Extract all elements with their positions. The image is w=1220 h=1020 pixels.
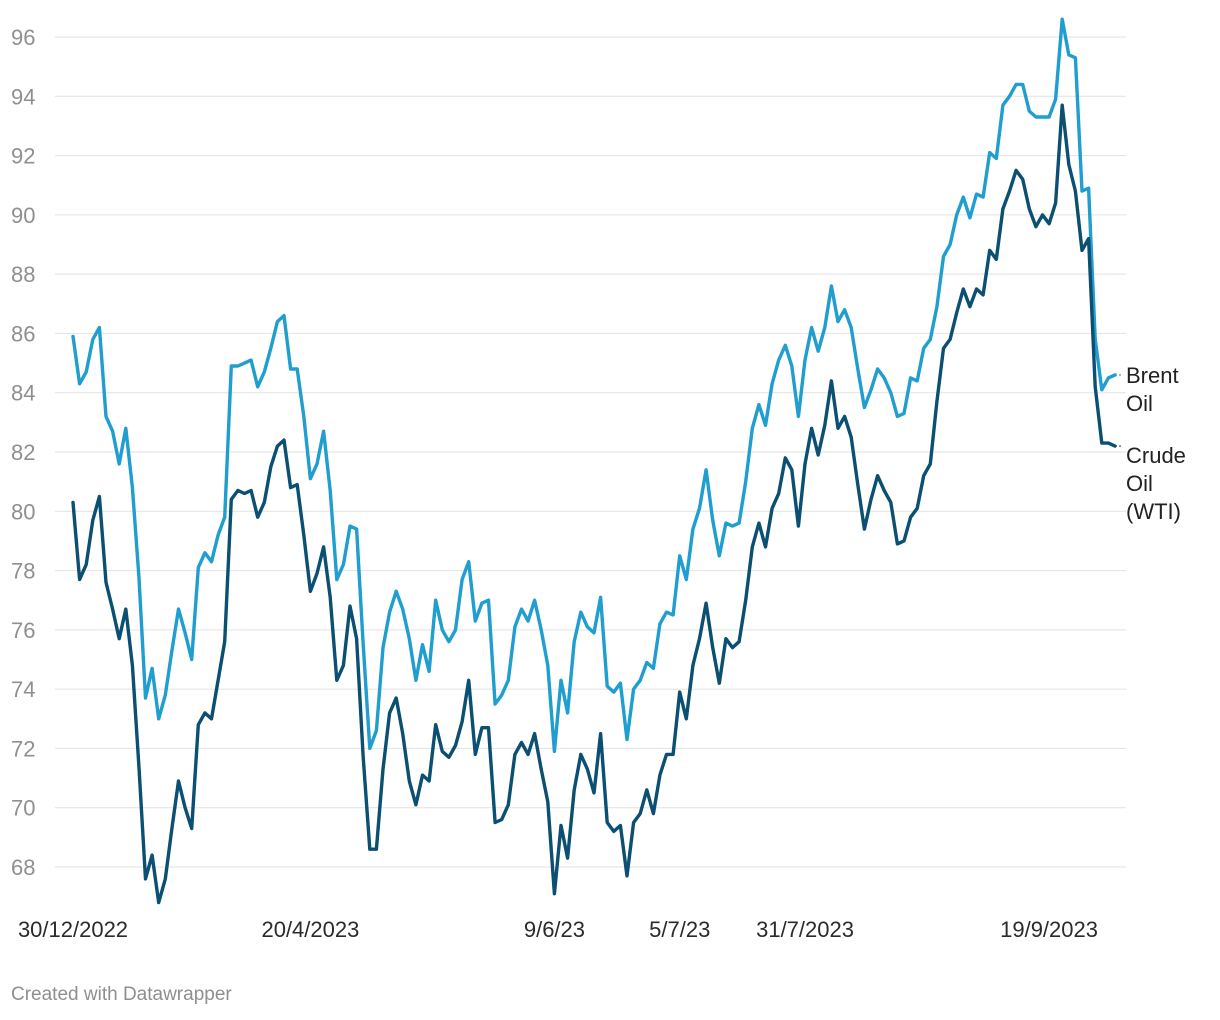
series-line-1	[71, 103, 1117, 905]
y-tick-label: 70	[11, 796, 35, 821]
series-label-line: Oil	[1126, 471, 1153, 496]
y-tick-label: 80	[11, 499, 35, 524]
y-tick-label: 96	[11, 25, 35, 50]
gridlines	[55, 36, 1126, 868]
y-tick-label: 92	[11, 144, 35, 169]
x-tick-label: 19/9/2023	[1000, 917, 1098, 942]
y-axis-ticks: 68 70 72 74 76 78 80 82 84 86 88 90 92 94 96	[11, 25, 35, 880]
series-lines	[71, 17, 1117, 905]
x-tick-label: 30/12/2022	[18, 917, 128, 942]
y-tick-label: 94	[11, 84, 35, 109]
x-axis-ticks: 30/12/2022 20/4/2023 9/6/23 5/7/23 31/7/2023…	[18, 917, 1098, 942]
y-tick-label: 68	[11, 855, 35, 880]
x-tick-label: 9/6/23	[524, 917, 585, 942]
series-line-0	[71, 17, 1117, 754]
y-tick-label: 88	[11, 262, 35, 287]
y-tick-label: 76	[11, 618, 35, 643]
series-label-line: Oil	[1126, 391, 1153, 416]
x-tick-label: 31/7/2023	[756, 917, 854, 942]
y-tick-label: 78	[11, 559, 35, 584]
series-label-line: Crude	[1126, 443, 1186, 468]
x-tick-label: 20/4/2023	[261, 917, 359, 942]
series-label-line: Brent	[1126, 363, 1179, 388]
y-tick-label: 84	[11, 381, 35, 406]
credit-text: Created with Datawrapper	[11, 984, 232, 1005]
series-label-line: (WTI)	[1126, 499, 1181, 524]
series-end-labels: Brent Oil Crude Oil (WTI)	[1115, 363, 1186, 524]
y-tick-label: 74	[11, 677, 35, 702]
y-tick-label: 82	[11, 440, 35, 465]
y-tick-label: 90	[11, 203, 35, 228]
y-tick-label: 72	[11, 736, 35, 761]
x-tick-label: 5/7/23	[649, 917, 710, 942]
y-tick-label: 86	[11, 321, 35, 346]
